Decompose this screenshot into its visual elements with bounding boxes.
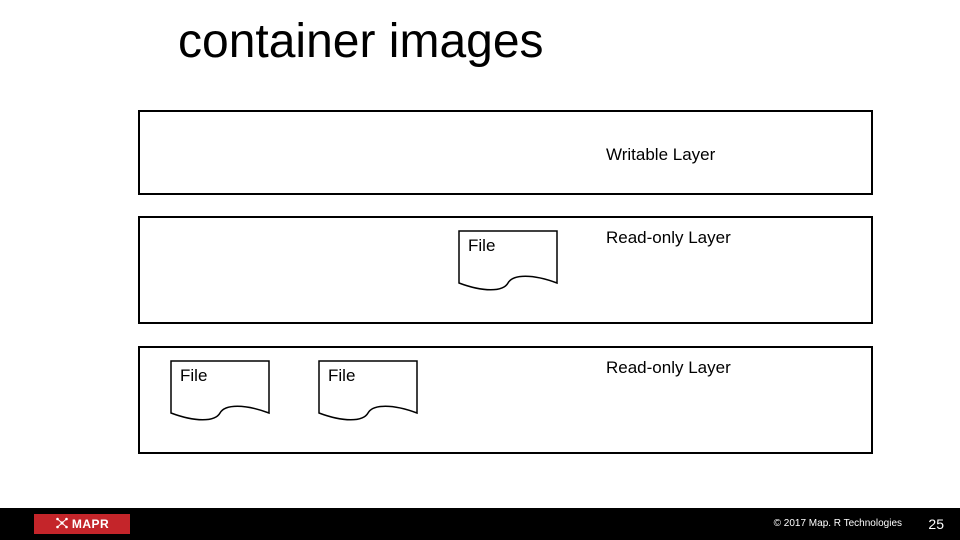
layer-label-readonly-1: Read-only Layer (606, 228, 731, 248)
footer-bar: MAPR © 2017 Map. R Technologies 25 (0, 508, 960, 540)
layer-writable: Writable Layer (138, 110, 873, 195)
page-number: 25 (928, 516, 944, 532)
logo-network-icon (55, 516, 69, 533)
layer-label-readonly-2: Read-only Layer (606, 358, 731, 378)
logo: MAPR (34, 514, 130, 534)
file-label: File (180, 366, 207, 386)
file-label: File (468, 236, 495, 256)
logo-label: MAPR (72, 517, 109, 531)
logo-text: MAPR (55, 516, 109, 533)
page-title: container images (178, 14, 544, 69)
file-label: File (328, 366, 355, 386)
copyright-text: © 2017 Map. R Technologies (774, 518, 902, 529)
layer-label-writable: Writable Layer (606, 145, 715, 165)
